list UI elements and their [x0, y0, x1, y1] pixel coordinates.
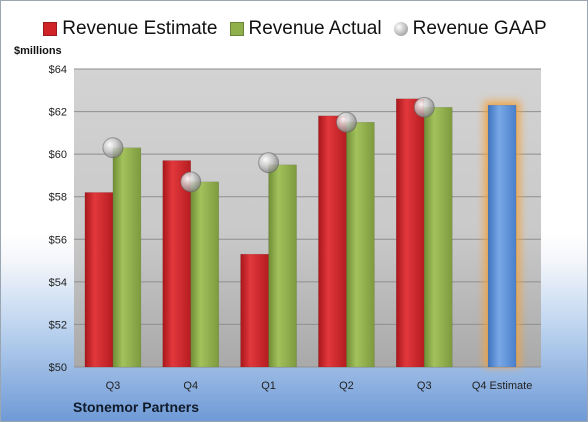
- x-tick-label: Q3: [417, 380, 432, 392]
- legend-marker-gaap: [393, 22, 408, 36]
- legend: Revenue Estimate Revenue Actual Revenue …: [1, 15, 587, 43]
- bar-revenue-actual: [268, 164, 297, 368]
- bar-q4-estimate: [487, 104, 517, 368]
- marker-revenue-gaap: [102, 137, 124, 159]
- gridlines: [74, 68, 541, 368]
- bar-revenue-actual: [346, 121, 375, 368]
- x-tick-label: Q4: [183, 380, 198, 392]
- y-ticks: $50 $52 $54 $56 $58 $60 $62 $64: [49, 64, 67, 374]
- bar-revenue-actual: [424, 107, 453, 368]
- x-tick-label: Q4 Estimate: [472, 380, 533, 392]
- y-tick-label: $60: [49, 149, 67, 161]
- bar-revenue-estimate: [240, 253, 269, 368]
- marker-revenue-gaap: [335, 111, 357, 133]
- y-tick-label: $58: [49, 192, 67, 204]
- legend-label-actual: Revenue Actual: [248, 18, 382, 39]
- marker-revenue-gaap: [180, 171, 202, 193]
- x-tick-label: Q3: [106, 380, 121, 392]
- y-tick-label: $56: [49, 234, 67, 246]
- legend-label-gaap: Revenue GAAP: [412, 18, 547, 39]
- bar-revenue-estimate: [84, 192, 114, 368]
- x-tick-label: Q2: [339, 380, 354, 392]
- legend-label-estimate: Revenue Estimate: [62, 18, 218, 39]
- bar-revenue-estimate: [396, 98, 425, 368]
- x-tick-label: Q1: [261, 380, 276, 392]
- y-tick-label: $50: [49, 362, 67, 374]
- y-tick-label: $52: [49, 319, 67, 331]
- x-ticks: Q3 Q4 Q1 Q2 Q3 Q4 Estimate: [106, 380, 533, 392]
- legend-swatch-estimate: [43, 22, 58, 36]
- y-tick-label: $64: [49, 64, 67, 76]
- y-axis-label: $millions: [14, 45, 62, 57]
- bar-revenue-actual: [190, 181, 219, 368]
- bar-revenue-estimate: [318, 115, 347, 368]
- y-tick-label: $62: [49, 107, 67, 119]
- legend-item-revenue-actual: Revenue Actual: [229, 18, 382, 40]
- gaap-markers: [102, 96, 435, 193]
- plot-area: [74, 69, 541, 367]
- legend-swatch-actual: [229, 22, 244, 36]
- marker-revenue-gaap: [258, 152, 280, 174]
- marker-revenue-gaap: [413, 96, 435, 118]
- company-name: Stonemor Partners: [73, 399, 200, 415]
- bar-revenue-estimate: [162, 160, 191, 368]
- bar-revenue-actual: [112, 147, 142, 368]
- legend-item-revenue-gaap: Revenue GAAP: [393, 18, 547, 40]
- bars: [84, 98, 521, 368]
- y-tick-label: $54: [49, 277, 67, 289]
- legend-item-revenue-estimate: Revenue Estimate: [43, 18, 218, 40]
